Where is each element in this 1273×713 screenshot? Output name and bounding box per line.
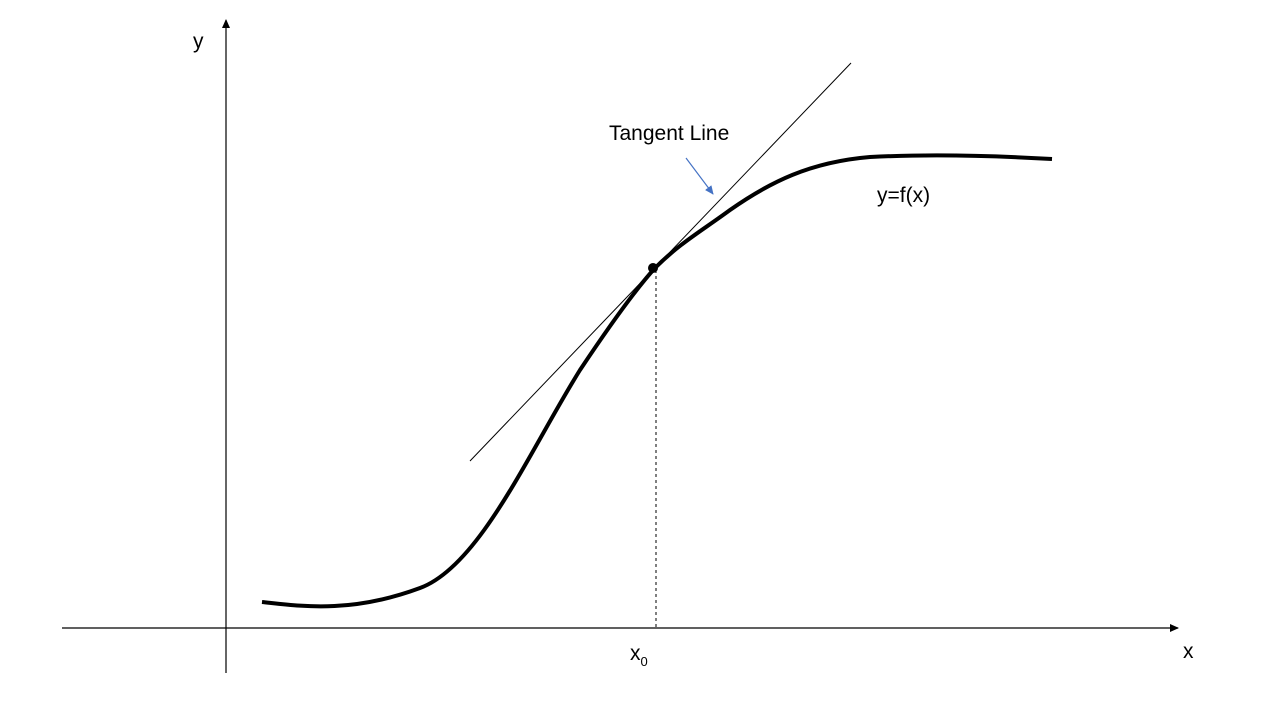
x-axis-label: x — [1183, 640, 1194, 663]
x0-label: x0 — [630, 642, 648, 669]
x0-label-subscript: 0 — [641, 654, 648, 669]
x0-label-main: x — [630, 642, 641, 665]
function-curve — [261, 153, 1053, 609]
tangency-point — [648, 263, 658, 273]
y-axis-label: y — [193, 30, 204, 53]
tangent-line-label: Tangent Line — [609, 122, 729, 145]
tangent-callout-arrow — [685, 157, 714, 195]
function-label: y=f(x) — [877, 184, 930, 207]
